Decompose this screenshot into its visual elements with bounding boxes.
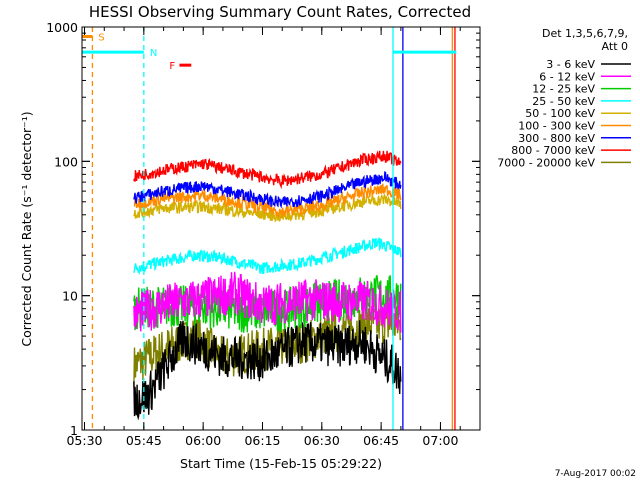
flag-n-label: N — [150, 48, 157, 59]
y-tick-label-1000: 1000 — [46, 20, 78, 35]
x-tick-label-05-30: 05:30 — [66, 433, 102, 448]
tick-layer — [82, 26, 481, 431]
y-axis-label: Corrected Count Rate (s⁻¹ detector⁻¹) — [19, 111, 34, 346]
x-tick-label-06-30: 06:30 — [304, 433, 340, 448]
x-tick-label-05-45: 05:45 — [126, 433, 162, 448]
legend-label-100-300-kev: 100 - 300 keV — [518, 120, 595, 133]
series-300-800-kev — [133, 171, 402, 209]
series-6-12-kev — [133, 271, 402, 333]
y-axis-label-text: Corrected Count Rate — [19, 211, 34, 346]
legend-label-7000-20000-kev: 7000 - 20000 keV — [497, 156, 595, 169]
y-tick-label-1: 1 — [70, 423, 78, 438]
flag-layer: S N F — [82, 27, 457, 430]
series-25-50-kev — [133, 237, 402, 276]
x-tick-label-06-00: 06:00 — [185, 433, 221, 448]
footer-timestamp: 7-Aug-2017 00:02 — [555, 469, 636, 479]
flag-f-label: F — [169, 61, 175, 72]
legend-label-6-12-kev: 6 - 12 keV — [539, 70, 595, 83]
legend-header-2: Att 0 — [602, 40, 628, 53]
plot-frame — [81, 26, 481, 431]
series-800-7000-kev — [133, 150, 402, 190]
legend-header-1: Det 1,3,5,6,7,9, — [542, 27, 628, 40]
flag-s-label: S — [98, 32, 104, 43]
series-3-6-kev — [133, 320, 402, 421]
series-layer — [133, 150, 402, 421]
x-tick-labels: 05:30 05:45 06:00 06:15 06:30 06:45 07:00 — [66, 433, 458, 448]
legend-label-25-50-kev: 25 - 50 keV — [532, 95, 595, 108]
legend-label-300-800-kev: 300 - 800 keV — [518, 132, 595, 145]
legend-label-12-25-kev: 12 - 25 keV — [532, 83, 595, 96]
legend-label-50-100-kev: 50 - 100 keV — [525, 107, 595, 120]
y-tick-labels: 1 10 100 1000 — [46, 20, 78, 438]
x-tick-label-06-15: 06:15 — [244, 433, 280, 448]
y-tick-label-100: 100 — [54, 154, 78, 169]
x-axis-label: Start Time (15-Feb-15 05:29:22) — [180, 456, 382, 471]
legend-label-800-7000-kev: 800 - 7000 keV — [511, 144, 595, 157]
x-tick-label-06-45: 06:45 — [363, 433, 399, 448]
legend-label-3-6-kev: 3 - 6 keV — [546, 58, 595, 71]
x-tick-label-07-00: 07:00 — [422, 433, 458, 448]
y-axis-units: (s⁻¹ detector⁻¹) — [19, 111, 34, 207]
y-tick-label-10: 10 — [62, 289, 78, 304]
chart-title: HESSI Observing Summary Count Rates, Cor… — [89, 3, 471, 21]
series-50-100-kev — [133, 193, 402, 223]
